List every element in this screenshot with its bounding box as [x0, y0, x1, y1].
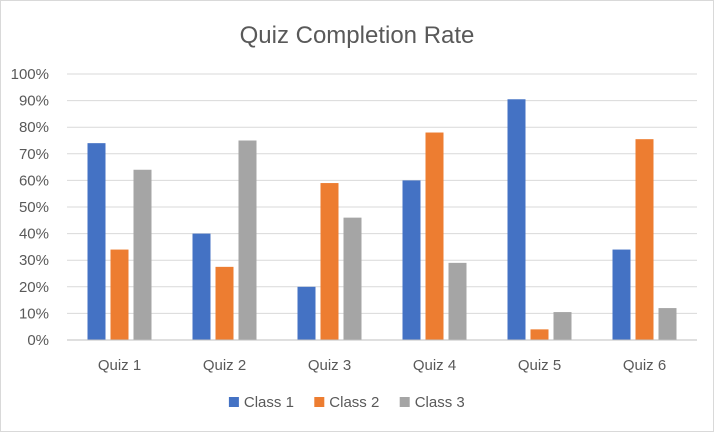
- bar-class-3: [553, 312, 572, 340]
- chart-title: Quiz Completion Rate: [240, 22, 475, 49]
- bar-class-2: [425, 132, 444, 340]
- y-tick-label: 100%: [11, 66, 49, 83]
- legend-label: Class 2: [329, 394, 379, 411]
- gridlines: [67, 73, 697, 314]
- y-tick-label: 70%: [19, 146, 49, 163]
- bar-class-2: [110, 249, 129, 340]
- bar-class-1: [507, 99, 526, 341]
- y-tick-label: 80%: [19, 119, 49, 136]
- bar-class-2: [530, 329, 549, 340]
- y-tick-label: 90%: [19, 93, 49, 110]
- bar-class-1: [87, 143, 106, 340]
- x-axis-ticks: Quiz 1 Quiz 2 Quiz 3 Quiz 4 Quiz 5 Quiz 6: [98, 357, 666, 374]
- x-tick-label: Quiz 5: [518, 357, 561, 374]
- y-axis-ticks: 0% 10% 20% 30% 40% 50% 60% 70% 80% 90% 100%: [11, 66, 49, 349]
- x-tick-label: Quiz 2: [203, 357, 246, 374]
- bar-class-2: [320, 183, 339, 340]
- legend-swatch: [228, 397, 239, 407]
- bar-class-3: [658, 308, 677, 340]
- y-tick-label: 10%: [19, 305, 49, 322]
- bar-class-1: [297, 286, 316, 340]
- bar-class-1: [402, 180, 421, 340]
- y-tick-label: 0%: [27, 332, 49, 349]
- bars: [87, 99, 677, 341]
- bar-class-3: [448, 262, 467, 340]
- y-tick-label: 60%: [19, 172, 49, 189]
- x-tick-label: Quiz 1: [98, 357, 141, 374]
- bar-class-3: [133, 169, 152, 340]
- x-tick-label: Quiz 3: [308, 357, 351, 374]
- bar-class-2: [635, 139, 654, 340]
- legend-label: Class 1: [244, 394, 294, 411]
- legend: Class 1 Class 2 Class 3: [228, 394, 465, 411]
- x-tick-label: Quiz 6: [623, 357, 666, 374]
- x-tick-label: Quiz 4: [413, 357, 456, 374]
- legend-label: Class 3: [415, 394, 465, 411]
- bar-class-1: [192, 233, 211, 340]
- bar-class-1: [612, 249, 631, 340]
- y-tick-label: 50%: [19, 199, 49, 216]
- bar-class-2: [215, 266, 234, 340]
- bar-class-3: [238, 140, 257, 340]
- y-tick-label: 20%: [19, 279, 49, 296]
- legend-swatch: [314, 397, 325, 407]
- legend-swatch: [399, 397, 410, 407]
- y-tick-label: 40%: [19, 226, 49, 243]
- bar-class-3: [343, 217, 362, 340]
- y-tick-label: 30%: [19, 252, 49, 269]
